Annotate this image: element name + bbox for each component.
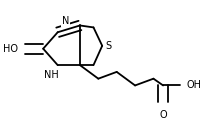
Text: S: S [105, 41, 111, 51]
Text: NH: NH [43, 70, 58, 80]
Text: OH: OH [185, 80, 200, 90]
Text: O: O [159, 110, 166, 120]
Text: HO: HO [3, 44, 18, 54]
Text: N: N [61, 16, 69, 26]
